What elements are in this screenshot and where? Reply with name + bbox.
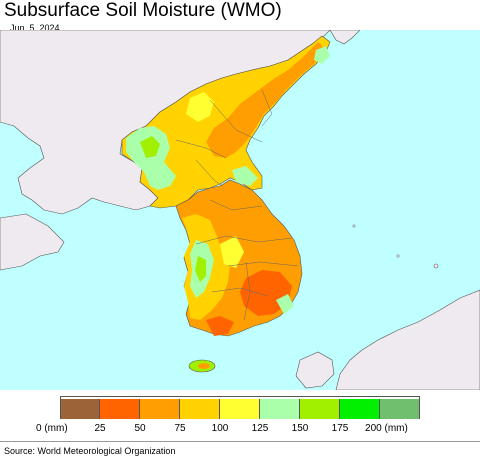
legend-swatch: [100, 399, 140, 419]
japan-kyushu-land: [295, 351, 335, 389]
legend-swatch: [260, 399, 300, 419]
north-korea-east-green: [232, 166, 258, 186]
china-shandong-land: [0, 213, 65, 271]
south-korea-mid-yellow: [220, 236, 244, 268]
legend-tick-label: 50: [134, 423, 146, 434]
north-korea-wet-zone: [126, 126, 176, 190]
island-dot: [352, 224, 356, 228]
legend-swatch: [60, 399, 100, 419]
legend-swatch: [180, 399, 220, 419]
japan-land: [335, 289, 480, 390]
legend-swatch: [380, 399, 420, 419]
footer-divider: [0, 441, 480, 442]
legend-colorbar: [60, 396, 420, 419]
island-dot: [433, 263, 439, 269]
map-title: Subsurface Soil Moisture (WMO): [4, 0, 282, 21]
map-date: Jun. 5, 2024: [10, 23, 60, 33]
legend-tick-label: 175: [331, 423, 349, 434]
south-korea-west-green: [195, 256, 206, 282]
island-dot: [396, 254, 400, 258]
legend-tick-label: 125: [251, 423, 269, 434]
legend-tick-label: 100: [211, 423, 229, 434]
north-korea-ne-green: [314, 46, 330, 64]
jeju-island-core: [198, 363, 210, 369]
map-canvas: [0, 30, 480, 390]
russia-east-land: [329, 30, 361, 45]
color-legend: 0 (mm) 25 50 75 100 125 150 175 200 (mm): [0, 394, 480, 438]
province-borders: [175, 89, 299, 321]
legend-swatch: [340, 399, 380, 419]
legend-tick-label: 75: [174, 423, 186, 434]
south-korea-se-green: [276, 294, 294, 314]
legend-swatch: [300, 399, 340, 419]
source-credit: Source: World Meteorological Organizatio…: [4, 446, 176, 456]
legend-tick-label: 25: [94, 423, 106, 434]
north-korea-yellow-patch: [186, 92, 214, 122]
soil-moisture-map: [0, 30, 480, 390]
north-korea-green-core: [140, 136, 160, 158]
legend-swatch: [220, 399, 260, 419]
legend-tick-label: 200 (mm): [365, 423, 408, 434]
legend-tick-label: 0 (mm): [36, 423, 68, 434]
south-korea-south-dry: [206, 316, 234, 336]
legend-swatch: [140, 399, 180, 419]
legend-tick-label: 150: [291, 423, 309, 434]
